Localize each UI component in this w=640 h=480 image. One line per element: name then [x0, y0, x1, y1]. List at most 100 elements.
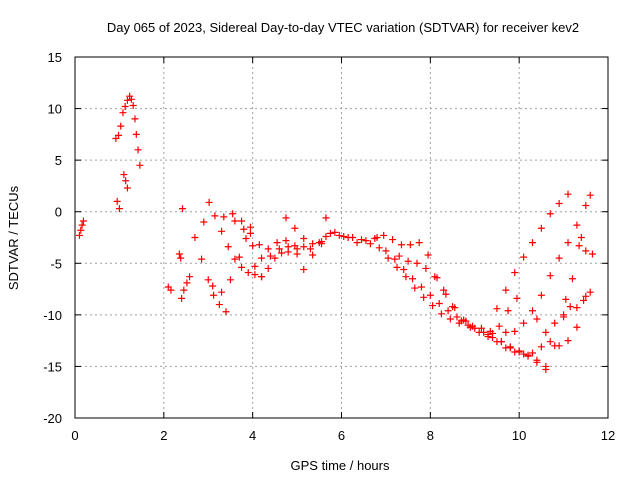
data-point: [258, 254, 266, 262]
data-point: [504, 307, 512, 315]
data-point: [551, 319, 559, 327]
data-point: [218, 227, 226, 235]
data-point: [449, 303, 457, 311]
data-point: [546, 210, 554, 218]
data-point: [560, 311, 568, 319]
data-point: [251, 262, 259, 270]
y-tick-label: 0: [55, 205, 62, 220]
data-point: [389, 236, 397, 244]
data-point: [404, 257, 412, 265]
data-point: [238, 263, 246, 271]
data-point: [568, 275, 576, 283]
data-point: [411, 284, 419, 292]
data-point: [231, 255, 239, 263]
data-point: [562, 295, 570, 303]
data-point: [395, 252, 403, 260]
data-point: [506, 344, 514, 352]
data-point: [471, 324, 479, 332]
data-point: [546, 272, 554, 280]
data-point: [255, 241, 263, 249]
data-point: [180, 286, 188, 294]
x-tick-labels: 0 2 4 6 8 10 12: [71, 428, 615, 443]
data-point: [300, 235, 308, 243]
data-point: [117, 122, 125, 130]
data-point: [555, 254, 563, 262]
data-point: [318, 240, 326, 248]
data-point: [444, 307, 452, 315]
data-point: [251, 271, 259, 279]
data-point: [224, 243, 232, 251]
data-point: [520, 319, 528, 327]
data-point: [588, 250, 596, 258]
data-point: [131, 115, 139, 123]
data-point: [564, 190, 572, 198]
data-point: [309, 251, 317, 259]
data-point: [231, 217, 239, 225]
y-tick-label: -5: [50, 256, 62, 271]
data-point: [582, 247, 590, 255]
data-point: [442, 290, 450, 298]
data-point: [220, 213, 228, 221]
data-point: [229, 210, 237, 218]
data-point: [429, 302, 437, 310]
data-point: [291, 224, 299, 232]
data-point: [129, 101, 137, 109]
data-point: [284, 248, 292, 256]
data-point: [191, 234, 199, 241]
data-point: [175, 250, 183, 258]
x-tick-label: 8: [427, 428, 434, 443]
data-point: [520, 350, 528, 358]
data-point: [431, 273, 439, 281]
data-point: [275, 245, 283, 253]
data-point: [322, 214, 330, 222]
data-point: [177, 254, 185, 262]
data-point: [306, 245, 314, 253]
data-point: [78, 221, 86, 229]
y-axis-label: SDTVAR / TECUs: [6, 185, 21, 290]
data-point: [113, 197, 121, 205]
data-point: [437, 310, 445, 318]
data-point: [167, 286, 175, 294]
data-point: [123, 96, 131, 104]
data-point: [331, 228, 339, 236]
data-point: [122, 177, 130, 185]
data-point: [537, 291, 545, 299]
data-point: [200, 218, 208, 226]
data-point: [215, 301, 223, 309]
data-point: [340, 232, 348, 240]
data-point: [397, 241, 405, 249]
data-point: [115, 131, 123, 139]
data-point: [121, 103, 129, 111]
data-point: [335, 231, 343, 239]
data-point: [406, 241, 414, 249]
data-point: [258, 273, 266, 281]
data-point: [375, 244, 383, 252]
data-point: [453, 313, 461, 321]
chart-title: Day 065 of 2023, Sidereal Day-to-day VTE…: [107, 20, 579, 35]
data-point: [205, 198, 213, 206]
data-point: [273, 239, 281, 247]
data-point: [282, 214, 290, 222]
data-point: [582, 202, 590, 210]
x-tick-label: 12: [601, 428, 615, 443]
data-point: [575, 242, 583, 250]
data-point: [362, 237, 370, 245]
data-point: [409, 275, 417, 283]
data-point: [204, 276, 212, 284]
y-tick-label: -20: [43, 411, 62, 426]
data-point: [489, 329, 497, 337]
data-point: [528, 349, 536, 357]
data-point: [127, 95, 135, 103]
data-point: [132, 130, 140, 138]
data-point: [353, 239, 361, 247]
data-point: [198, 255, 206, 263]
data-point: [282, 237, 290, 245]
data-point: [391, 255, 399, 263]
data-point: [183, 279, 191, 287]
data-point: [380, 231, 388, 239]
data-point: [218, 288, 226, 296]
data-point: [564, 337, 572, 345]
data-point: [278, 249, 286, 257]
data-point: [244, 269, 252, 277]
